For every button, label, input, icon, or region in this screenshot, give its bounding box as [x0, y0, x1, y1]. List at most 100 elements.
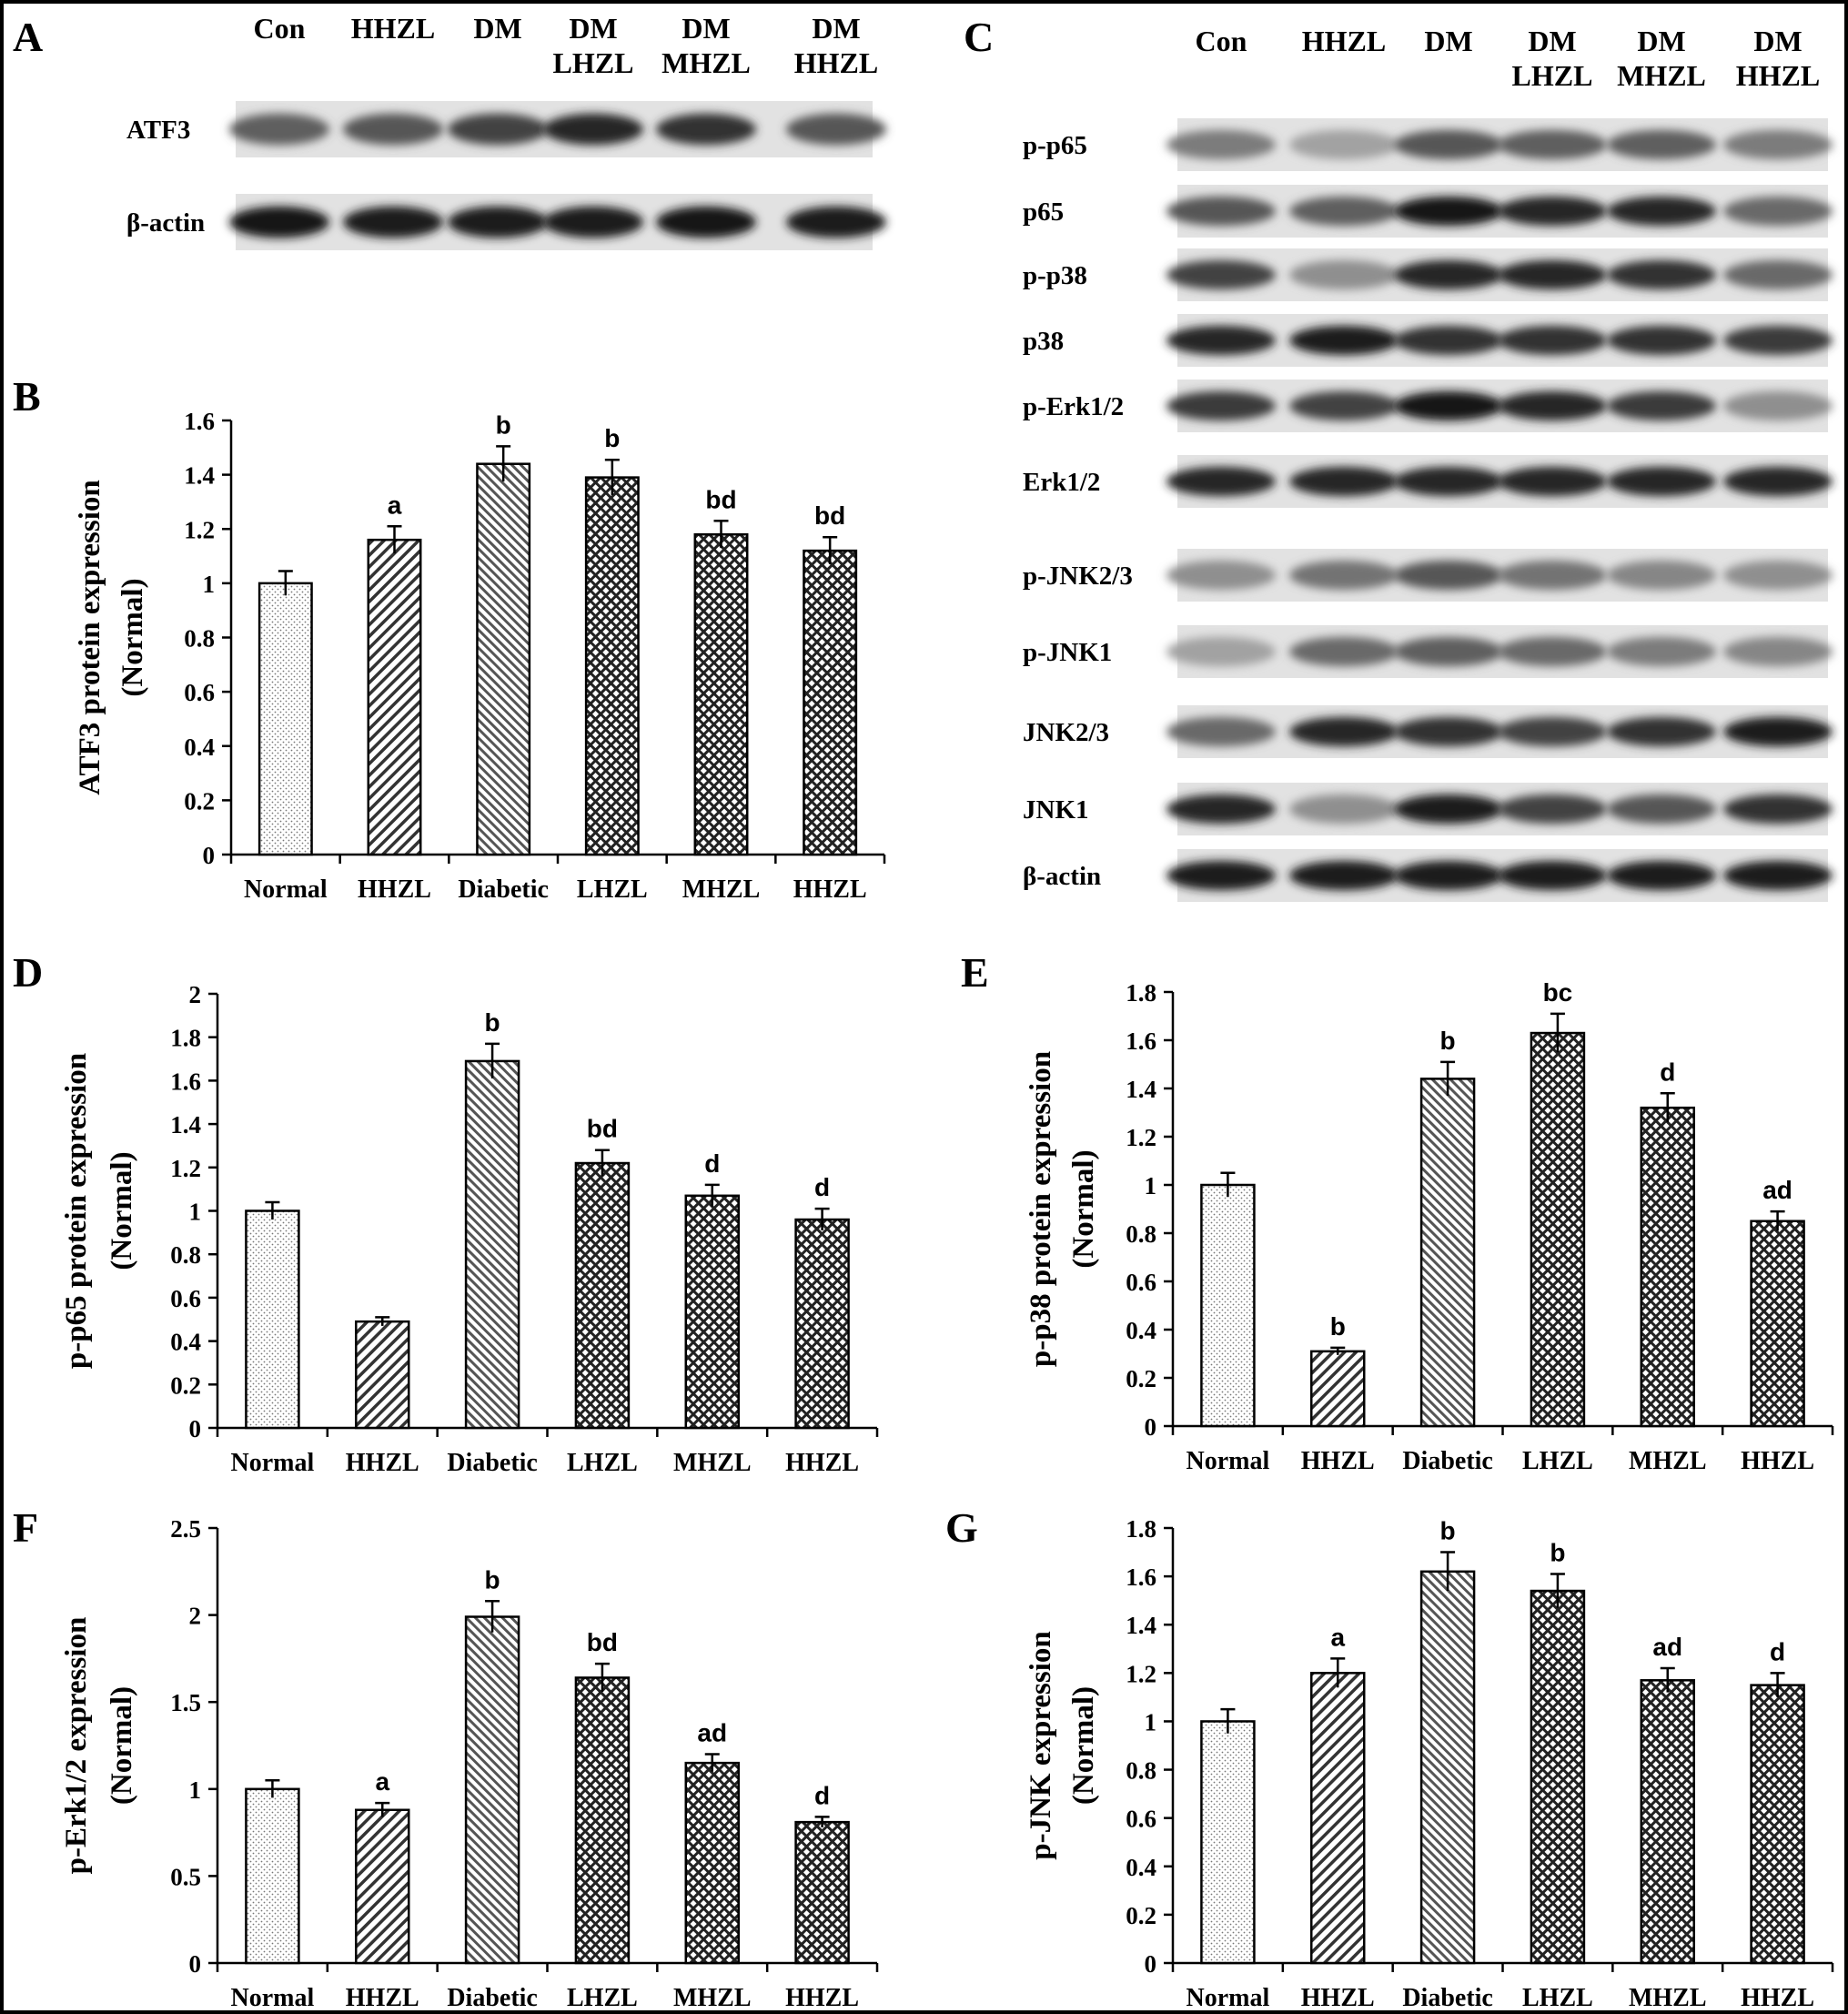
blot-band: [1289, 259, 1399, 290]
bar: [1750, 1684, 1805, 1965]
significance-label: a: [388, 491, 402, 519]
bar: [1640, 1679, 1695, 1965]
blot-C-row-label: p-p38: [1023, 261, 1087, 290]
bar: [1750, 1220, 1805, 1428]
significance-label: ad: [1652, 1633, 1682, 1661]
significance-label: a: [375, 1767, 389, 1796]
y-axis-label-sub: (Normal): [116, 578, 149, 696]
y-tick-label: 1.4: [184, 462, 215, 490]
blot-band: [1723, 390, 1833, 421]
panel-letter-b: B: [13, 373, 41, 420]
blot-band: [1166, 325, 1276, 356]
blot-band: [1607, 860, 1716, 891]
blot-band: [1498, 259, 1607, 290]
significance-label: bd: [587, 1115, 618, 1143]
blot-band: [1498, 794, 1607, 825]
bar: [355, 1808, 410, 1965]
significance-label: d: [1660, 1058, 1675, 1086]
blot-C-lane-label: Con: [1196, 25, 1247, 57]
significance-label: b: [1440, 1027, 1456, 1055]
blot-band: [1166, 390, 1276, 421]
y-tick-label: 0: [189, 1415, 202, 1442]
blot-band: [1607, 716, 1716, 747]
blot-band: [1289, 716, 1399, 747]
y-tick-label: 1.2: [1126, 1660, 1156, 1687]
x-tick-label: HHZL: [785, 1449, 859, 1477]
chart-panel-g: 0 0.2 0.4 0.6 0.8 1 1.2 1.4 1.6 1.8 p-JNK expressi…: [1025, 1515, 1834, 2010]
blot-C-lane-label: DM: [1753, 25, 1802, 57]
blot-C-row-label: p-Erk1/2: [1023, 392, 1124, 421]
blot-A-lane-label: HHZL: [351, 12, 435, 45]
blot-band: [1723, 129, 1833, 160]
bar: [245, 1787, 300, 1965]
blot-band: [1289, 390, 1399, 421]
bar: [574, 1161, 631, 1430]
blot-C-row-label: p65: [1023, 197, 1064, 227]
y-axis-label-sub: (Normal): [1067, 1149, 1100, 1268]
blot-A-lane-label: DM: [569, 12, 617, 45]
y-tick-label: 0.8: [1126, 1220, 1156, 1248]
blot-band: [1166, 560, 1276, 591]
significance-label: b: [485, 1008, 500, 1037]
bar: [584, 476, 640, 856]
blot-band: [1289, 794, 1399, 825]
x-tick-label: HHZL: [1301, 1984, 1375, 2010]
y-tick-label: 1.4: [1126, 1076, 1156, 1103]
blot-band: [1498, 466, 1607, 497]
bar: [1530, 1589, 1586, 1965]
y-tick-label: 1: [1145, 1172, 1157, 1199]
blot-band: [1289, 129, 1399, 160]
blot-band: [1723, 196, 1833, 227]
x-tick-label: HHZL: [1741, 1984, 1814, 2010]
blot-band: [1394, 560, 1503, 591]
y-tick-label: 1: [203, 571, 216, 598]
blot-band: [1289, 560, 1399, 591]
blot-band: [1166, 466, 1276, 497]
blot-band: [1498, 860, 1607, 891]
significance-label: bd: [587, 1628, 618, 1656]
blot-band: [656, 206, 756, 238]
blot-C-lane-label: DM: [1528, 25, 1576, 57]
x-tick-label: Normal: [1187, 1447, 1270, 1475]
x-tick-label: Diabetic: [1402, 1984, 1493, 2010]
blot-band: [1394, 196, 1503, 227]
bar: [574, 1676, 631, 1965]
y-tick-label: 0.8: [1126, 1757, 1156, 1785]
y-tick-label: 0: [203, 842, 216, 869]
blot-band: [1394, 325, 1503, 356]
bar: [1419, 1570, 1476, 1965]
chart-panel-f: 0 0.5 1 1.5 2 2.5 p-Erk1/2 expression (Normal) N…: [60, 1515, 879, 2010]
blot-band: [1166, 196, 1276, 227]
blot-band: [1289, 196, 1399, 227]
y-tick-label: 1.5: [170, 1689, 201, 1716]
significance-label: bd: [705, 485, 736, 513]
bar: [1200, 1183, 1256, 1428]
y-axis-label: p-p65 protein expression: [60, 1053, 93, 1369]
bar: [464, 1615, 520, 1965]
blot-band: [1723, 325, 1833, 356]
bar: [794, 1820, 850, 1965]
x-tick-label: Diabetic: [1402, 1447, 1493, 1475]
panel-letter-f: F: [13, 1504, 38, 1551]
chart-panel-d: 0 0.2 0.4 0.6 0.8 1 1.2 1.4 1.6 1.8 2 p-p65 protein…: [60, 981, 879, 1477]
bar: [1310, 1672, 1366, 1965]
blot-band: [1607, 560, 1716, 591]
y-axis-label-sub: (Normal): [106, 1151, 138, 1270]
bar: [367, 538, 422, 856]
x-tick-label: Normal: [231, 1984, 315, 2010]
bar: [245, 1209, 300, 1430]
y-tick-label: 0.8: [170, 1241, 201, 1269]
panel-letter-d: D: [13, 949, 43, 996]
blot-band: [1166, 636, 1276, 667]
blot-C-row-label: p-JNK2/3: [1023, 562, 1133, 591]
y-tick-label: 1.6: [1126, 1027, 1156, 1055]
significance-label: b: [496, 410, 511, 439]
blot-A-lane-label: DM: [473, 12, 521, 45]
blot-band: [448, 113, 548, 146]
y-tick-label: 0: [1145, 1413, 1157, 1441]
x-tick-label: MHZL: [1629, 1447, 1707, 1475]
blot-A-lane-label: HHZL: [794, 46, 878, 79]
x-tick-label: Normal: [1187, 1984, 1270, 2010]
bar: [464, 1059, 520, 1430]
